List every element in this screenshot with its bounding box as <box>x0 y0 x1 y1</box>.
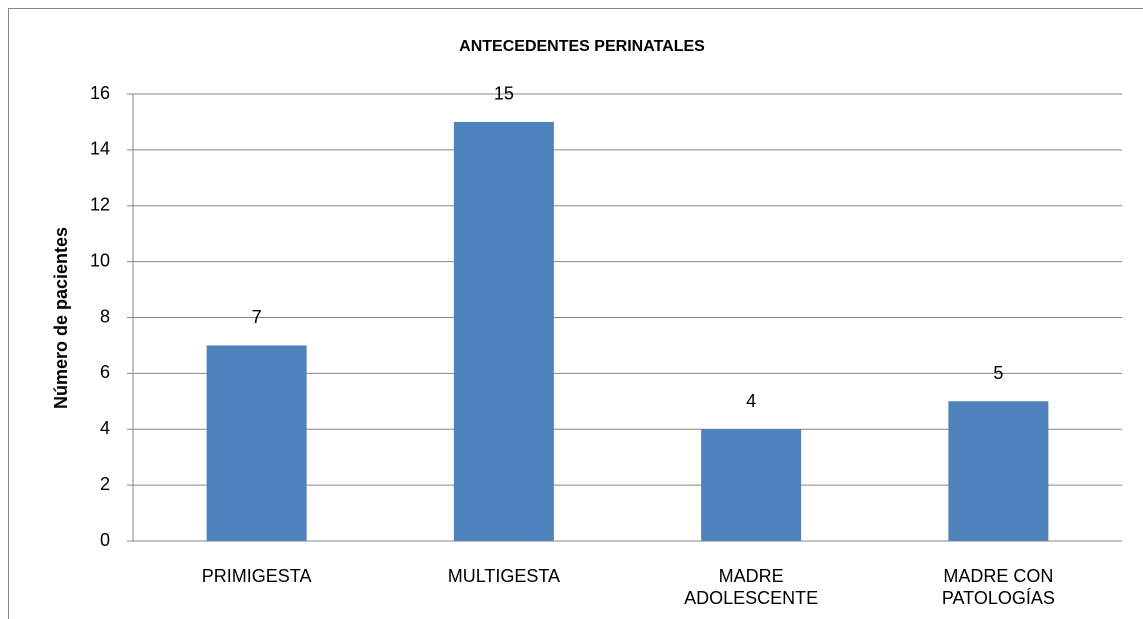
chart-title: ANTECEDENTES PERINATALES <box>459 38 705 55</box>
bar <box>453 121 554 541</box>
value-label: 7 <box>252 307 262 327</box>
y-tick-label: 4 <box>100 418 110 438</box>
chart-border <box>8 8 1143 619</box>
y-tick-label: 8 <box>100 306 110 326</box>
y-tick-label: 6 <box>100 362 110 382</box>
y-tick-label: 0 <box>100 530 110 550</box>
bar <box>206 345 307 541</box>
bar <box>701 429 802 541</box>
x-tick-label: PRIMIGESTA <box>201 566 312 586</box>
y-tick-label: 12 <box>90 195 110 215</box>
x-tick-label: MULTIGESTA <box>447 566 561 586</box>
y-tick-label: 2 <box>100 474 110 494</box>
value-label: 4 <box>746 391 756 411</box>
value-label: 5 <box>993 363 1003 383</box>
y-tick-label: 10 <box>90 250 110 270</box>
value-label: 15 <box>494 84 514 104</box>
y-tick-label: 14 <box>90 139 110 159</box>
y-tick-label: 16 <box>90 83 110 103</box>
x-tick-label: MADRE CON PATOLOGÍAS <box>941 566 1055 608</box>
y-axis-label: Número de pacientes <box>51 227 71 409</box>
x-tick-label: MADRE ADOLESCENTE <box>684 566 819 608</box>
bar <box>948 401 1049 541</box>
